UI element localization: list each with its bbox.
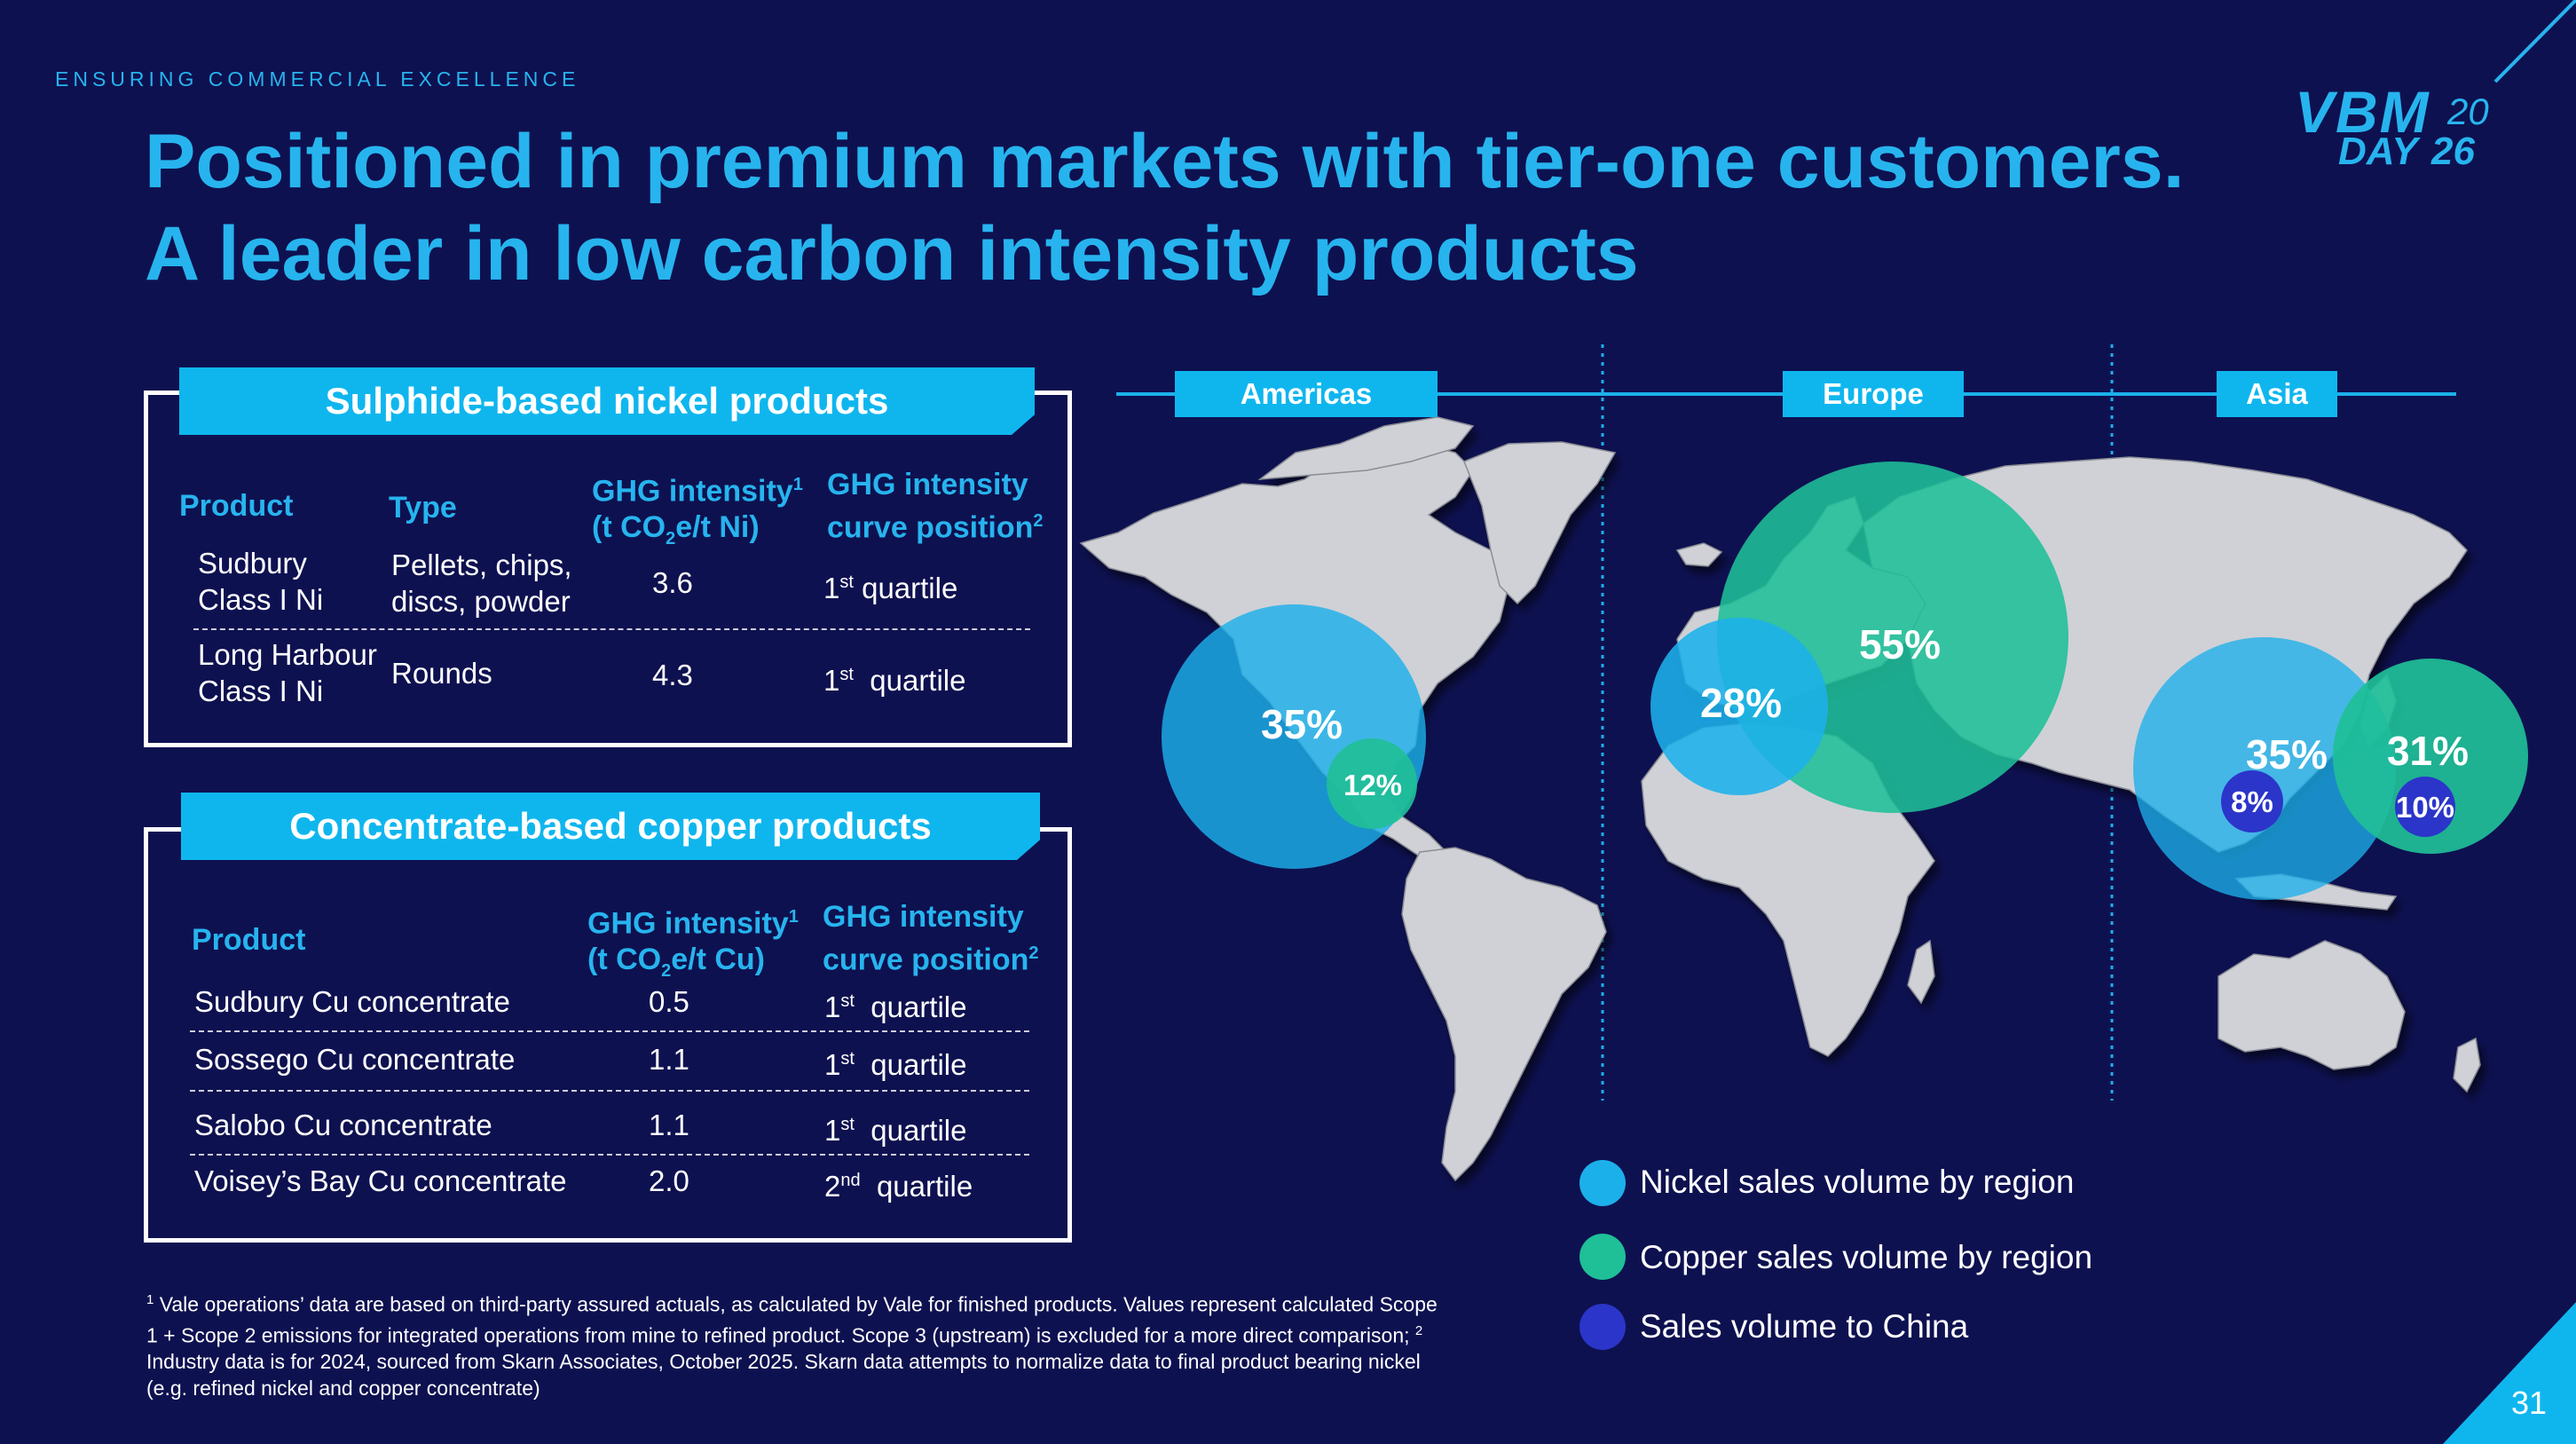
logo-num-bottom: 26 — [2431, 130, 2475, 173]
page-title: Positioned in premium markets with tier-… — [145, 115, 2185, 300]
copper-row-1-product: Sudbury Cu concentrate — [194, 985, 510, 1018]
title-line-2: A leader in low carbon intensity product… — [145, 211, 1639, 296]
copper-table-banner: Concentrate-based copper products — [181, 793, 1040, 860]
nickel-row-2-position: 1st quartile — [823, 664, 966, 697]
legend-china-label: Sales volume to China — [1640, 1308, 1969, 1345]
greenland-shape — [1463, 441, 1617, 605]
asia-copper-china-label: 10% — [2396, 791, 2454, 824]
copper-row-1-ghg: 0.5 — [649, 985, 689, 1018]
copper-row-divider — [190, 1154, 1029, 1156]
section-kicker: ENSURING COMMERCIAL EXCELLENCE — [55, 67, 580, 91]
copper-row-3-product: Salobo Cu concentrate — [194, 1109, 492, 1141]
copper-row-4-product: Voisey’s Bay Cu concentrate — [194, 1164, 567, 1197]
europe-nickel-label: 28% — [1700, 680, 1782, 726]
iceland-shape — [1675, 542, 1723, 567]
nickel-col-product: Product — [179, 489, 294, 523]
region-tag-europe: Europe — [1783, 371, 1964, 417]
nickel-col-type: Type — [389, 491, 457, 525]
nickel-col-ghg: GHG intensity1 (t CO2e/t Ni) — [592, 474, 803, 549]
copper-row-2-ghg: 1.1 — [649, 1043, 689, 1076]
vbm-day-logo: VBM 20 DAY 26 — [2289, 78, 2502, 176]
copper-row-4-ghg: 2.0 — [649, 1164, 689, 1197]
arctic-islands-shape — [1257, 416, 1475, 480]
europe-nickel-bubble — [1650, 618, 1828, 795]
region-tag-americas: Americas — [1175, 371, 1438, 417]
copper-col-ghg: GHG intensity1 (t CO2e/t Cu) — [587, 906, 799, 982]
asia-copper-label: 31% — [2387, 728, 2469, 774]
asia-nickel-label: 35% — [2246, 731, 2328, 777]
copper-row-4-position: 2nd quartile — [824, 1170, 973, 1203]
nickel-row-2-type: Rounds — [391, 657, 492, 690]
logo-word: VBM — [2295, 79, 2430, 145]
copper-row-1-position: 1st quartile — [824, 990, 967, 1023]
copper-row-2-product: Sossego Cu concentrate — [194, 1043, 516, 1076]
nickel-row-1-type: Pellets, chips, discs, powder — [391, 548, 572, 618]
australia-shape — [2218, 940, 2406, 1070]
copper-row-3-position: 1st quartile — [824, 1114, 967, 1147]
legend-china-swatch — [1579, 1304, 1626, 1350]
copper-row-divider — [190, 1090, 1029, 1092]
nickel-row-1-product: Sudbury Class I Ni — [198, 547, 324, 616]
nickel-row-1-position: 1st quartile — [823, 572, 958, 604]
nickel-col-curve: GHG intensity curve position2 — [827, 468, 1044, 545]
legend-nickel-label: Nickel sales volume by region — [1640, 1164, 2075, 1200]
europe-copper-label: 55% — [1859, 621, 1941, 667]
madagascar-shape — [1907, 939, 1935, 1005]
new-zealand-shape — [2453, 1037, 2481, 1093]
legend-nickel-swatch — [1579, 1160, 1626, 1206]
copper-row-divider — [190, 1030, 1029, 1032]
corner-triangle — [2443, 1302, 2576, 1444]
nickel-row-2-ghg: 4.3 — [652, 659, 693, 691]
logo-num-top: 20 — [2447, 91, 2489, 132]
footnote: 1 Vale operations’ data are based on thi… — [146, 1292, 1438, 1400]
asia-nickel-bubble — [2133, 637, 2396, 900]
copper-row-2-position: 1st quartile — [824, 1048, 967, 1081]
nickel-row-1-ghg: 3.6 — [652, 566, 693, 599]
asia-copper-china-bubble — [2395, 777, 2455, 837]
nickel-table-banner: Sulphide-based nickel products — [179, 367, 1035, 435]
asia-nickel-china-bubble — [2221, 770, 2283, 832]
page-number: 31 — [2511, 1385, 2548, 1421]
asia-copper-bubble — [2333, 659, 2528, 854]
americas-china-bubble — [1327, 738, 1417, 829]
region-tag-asia: Asia — [2217, 371, 2337, 417]
title-line-1: Positioned in premium markets with tier-… — [145, 119, 2185, 204]
corner-accent-line — [2493, 0, 2576, 83]
legend-copper-swatch — [1579, 1234, 1626, 1280]
world-map: 35% 12% 55% 28% 35% 31% 8% 10% — [1079, 344, 2528, 1182]
copper-col-curve: GHG intensity curve position2 — [823, 900, 1039, 977]
americas-nickel-label: 35% — [1261, 701, 1343, 747]
nickel-row-2-product: Long Harbour Class I Ni — [198, 638, 377, 707]
nickel-row-divider — [193, 628, 1030, 630]
copper-col-product: Product — [192, 923, 306, 957]
americas-china-label: 12% — [1343, 769, 1402, 801]
legend-copper-label: Copper sales volume by region — [1640, 1239, 2093, 1275]
south-america-shape — [1401, 847, 1607, 1182]
logo-day: DAY — [2338, 130, 2418, 173]
asia-nickel-china-label: 8% — [2231, 785, 2273, 818]
copper-row-3-ghg: 1.1 — [649, 1109, 689, 1141]
